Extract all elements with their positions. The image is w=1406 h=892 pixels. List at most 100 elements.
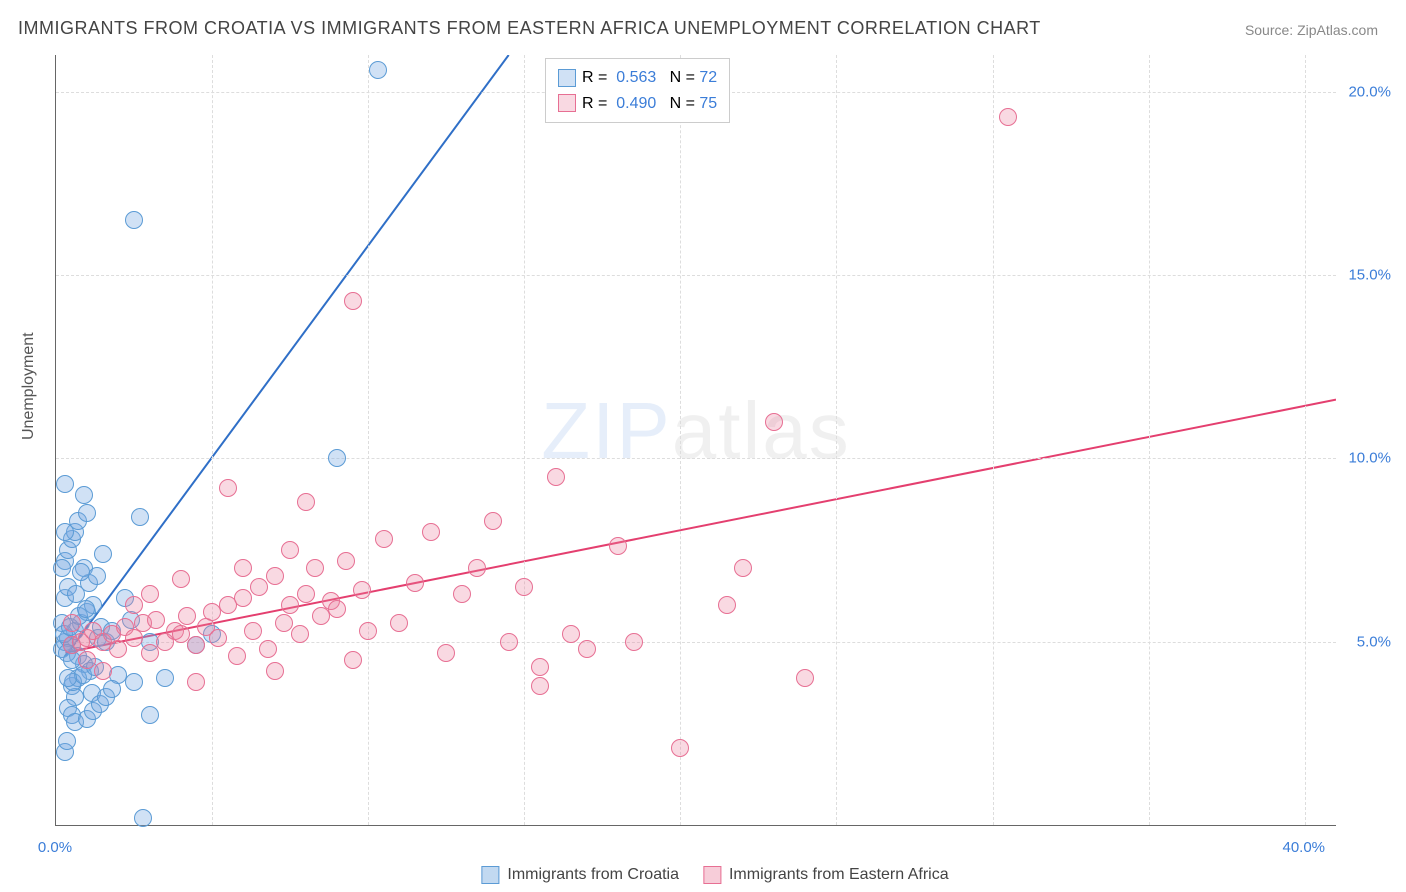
- scatter-point: [562, 625, 580, 643]
- scatter-point: [131, 508, 149, 526]
- legend-swatch: [703, 866, 721, 884]
- scatter-point: [219, 479, 237, 497]
- scatter-point: [468, 559, 486, 577]
- scatter-point: [125, 211, 143, 229]
- scatter-point: [88, 567, 106, 585]
- scatter-point: [406, 574, 424, 592]
- scatter-point: [796, 669, 814, 687]
- scatter-point: [141, 585, 159, 603]
- scatter-point: [297, 585, 315, 603]
- scatter-point: [209, 629, 227, 647]
- scatter-point: [234, 589, 252, 607]
- scatter-point: [187, 673, 205, 691]
- y-tick-label: 20.0%: [1341, 83, 1391, 100]
- scatter-point: [484, 512, 502, 530]
- legend-swatch: [481, 866, 499, 884]
- scatter-point: [141, 706, 159, 724]
- scatter-point: [103, 680, 121, 698]
- scatter-point: [266, 662, 284, 680]
- scatter-point: [578, 640, 596, 658]
- scatter-point: [328, 449, 346, 467]
- gridline-h: [56, 458, 1336, 459]
- x-tick-label: 40.0%: [1282, 839, 1325, 856]
- scatter-point: [422, 523, 440, 541]
- scatter-point: [328, 600, 346, 618]
- y-tick-label: 5.0%: [1341, 633, 1391, 650]
- gridline-v: [1149, 55, 1150, 825]
- scatter-point: [59, 669, 77, 687]
- gridline-h: [56, 642, 1336, 643]
- scatter-point: [375, 530, 393, 548]
- scatter-point: [500, 633, 518, 651]
- scatter-point: [547, 468, 565, 486]
- scatter-point: [109, 640, 127, 658]
- gridline-v: [993, 55, 994, 825]
- gridline-v: [1305, 55, 1306, 825]
- scatter-point: [63, 614, 81, 632]
- scatter-point: [94, 545, 112, 563]
- scatter-point: [94, 662, 112, 680]
- legend-label: Immigrants from Croatia: [507, 866, 679, 883]
- scatter-point: [999, 108, 1017, 126]
- scatter-point: [134, 809, 152, 827]
- gridline-v: [212, 55, 213, 825]
- correlation-legend: R = 0.563 N = 72R = 0.490 N = 75: [545, 58, 730, 123]
- plot-area: ZIPatlas 5.0%10.0%15.0%20.0%: [55, 55, 1336, 826]
- scatter-point: [78, 504, 96, 522]
- scatter-point: [228, 647, 246, 665]
- gridline-h: [56, 275, 1336, 276]
- legend-row: R = 0.490 N = 75: [558, 91, 717, 117]
- scatter-point: [297, 493, 315, 511]
- scatter-point: [291, 625, 309, 643]
- scatter-point: [56, 523, 74, 541]
- scatter-point: [266, 567, 284, 585]
- scatter-point: [78, 651, 96, 669]
- scatter-point: [531, 677, 549, 695]
- legend-label: Immigrants from Eastern Africa: [729, 866, 949, 883]
- scatter-point: [453, 585, 471, 603]
- scatter-point: [437, 644, 455, 662]
- scatter-point: [250, 578, 268, 596]
- scatter-point: [244, 622, 262, 640]
- scatter-point: [353, 581, 371, 599]
- gridline-v: [836, 55, 837, 825]
- scatter-point: [718, 596, 736, 614]
- scatter-point: [337, 552, 355, 570]
- scatter-point: [275, 614, 293, 632]
- scatter-point: [77, 600, 95, 618]
- gridline-v: [680, 55, 681, 825]
- scatter-point: [671, 739, 689, 757]
- scatter-point: [125, 673, 143, 691]
- scatter-point: [390, 614, 408, 632]
- scatter-point: [344, 292, 362, 310]
- scatter-point: [531, 658, 549, 676]
- legend-row: R = 0.563 N = 72: [558, 65, 717, 91]
- scatter-point: [369, 61, 387, 79]
- gridline-v: [524, 55, 525, 825]
- scatter-point: [178, 607, 196, 625]
- bottom-legend: Immigrants from Croatia Immigrants from E…: [457, 866, 948, 884]
- scatter-point: [172, 625, 190, 643]
- y-tick-label: 15.0%: [1341, 267, 1391, 284]
- scatter-point: [172, 570, 190, 588]
- scatter-point: [625, 633, 643, 651]
- y-axis-label: Unemployment: [20, 332, 38, 440]
- scatter-point: [306, 559, 324, 577]
- scatter-point: [72, 563, 90, 581]
- scatter-point: [141, 644, 159, 662]
- scatter-point: [259, 640, 277, 658]
- scatter-point: [281, 541, 299, 559]
- scatter-point: [344, 651, 362, 669]
- chart-title: IMMIGRANTS FROM CROATIA VS IMMIGRANTS FR…: [18, 18, 1041, 39]
- scatter-point: [75, 486, 93, 504]
- scatter-point: [765, 413, 783, 431]
- scatter-point: [156, 669, 174, 687]
- scatter-point: [234, 559, 252, 577]
- scatter-point: [125, 596, 143, 614]
- scatter-point: [187, 636, 205, 654]
- scatter-point: [53, 559, 71, 577]
- scatter-point: [147, 611, 165, 629]
- scatter-point: [734, 559, 752, 577]
- scatter-point: [58, 732, 76, 750]
- scatter-point: [359, 622, 377, 640]
